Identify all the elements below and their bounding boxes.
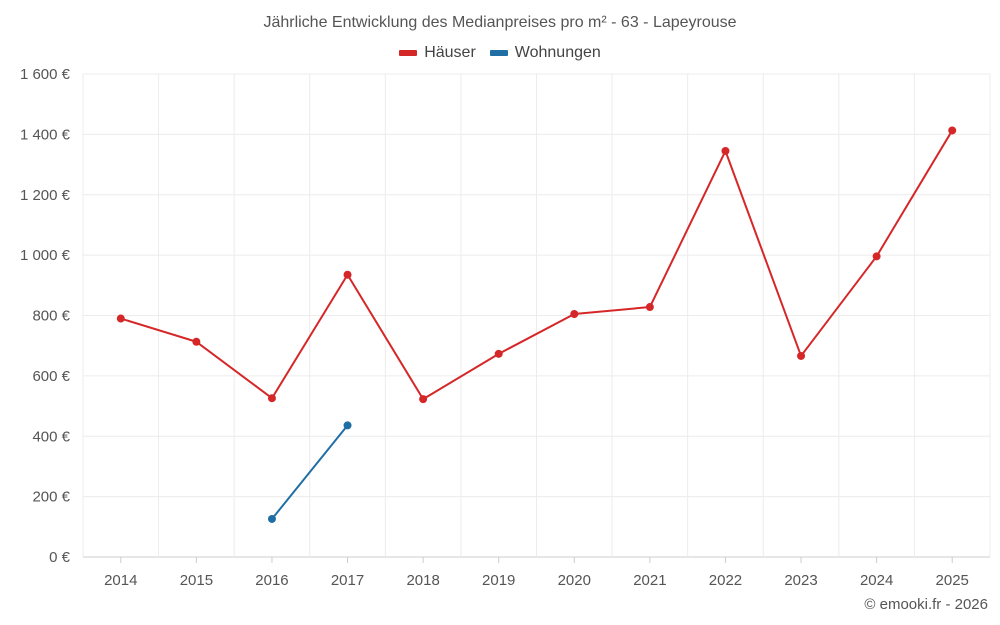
data-point-haeuser[interactable] — [872, 252, 881, 261]
legend-swatch-wohnungen — [489, 50, 508, 56]
x-tick-label: 2022 — [709, 572, 742, 589]
y-tick-label: 800 € — [32, 308, 70, 325]
y-tick-label: 1 400 € — [20, 126, 71, 143]
x-tick-label: 2021 — [633, 572, 666, 589]
data-point-wohnungen[interactable] — [267, 514, 276, 523]
x-tick-label: 2018 — [406, 572, 439, 589]
series-line-wohnungen — [271, 424, 349, 520]
legend-label-haeuser: Häuser — [424, 44, 476, 61]
legend: Häuser Wohnungen — [0, 44, 1000, 62]
y-tick-label: 200 € — [32, 489, 70, 506]
legend-label-wohnungen: Wohnungen — [514, 44, 601, 61]
series-line-haeuser — [120, 129, 954, 401]
data-point-haeuser[interactable] — [116, 314, 125, 323]
x-tick-label: 2024 — [860, 572, 893, 589]
y-tick-label: 0 € — [49, 549, 71, 566]
data-point-haeuser[interactable] — [570, 309, 579, 318]
data-point-haeuser[interactable] — [267, 394, 276, 403]
legend-item-wohnungen[interactable]: Wohnungen — [489, 44, 601, 62]
data-point-haeuser[interactable] — [192, 337, 201, 346]
data-point-haeuser[interactable] — [419, 395, 428, 404]
copyright-text: © emooki.fr - 2026 — [864, 596, 988, 613]
x-tick-label: 2016 — [255, 572, 288, 589]
x-tick-label: 2020 — [558, 572, 591, 589]
x-tick-label: 2015 — [180, 572, 213, 589]
data-point-haeuser[interactable] — [797, 351, 806, 360]
y-tick-label: 600 € — [32, 368, 70, 385]
x-tick-label: 2025 — [936, 572, 969, 589]
y-tick-label: 1 200 € — [20, 187, 71, 204]
data-point-wohnungen[interactable] — [343, 421, 352, 430]
y-tick-label: 1 600 € — [20, 66, 71, 83]
data-point-haeuser[interactable] — [645, 303, 654, 312]
data-point-haeuser[interactable] — [948, 126, 957, 135]
legend-item-haeuser[interactable]: Häuser — [399, 44, 476, 62]
chart-title: Jährliche Entwicklung des Medianpreises … — [263, 14, 737, 31]
x-tick-label: 2019 — [482, 572, 515, 589]
x-tick-label: 2017 — [331, 572, 364, 589]
x-tick-label: 2023 — [784, 572, 817, 589]
x-tick-label: 2014 — [104, 572, 137, 589]
legend-swatch-haeuser — [399, 50, 418, 56]
y-tick-label: 400 € — [32, 428, 70, 445]
data-point-haeuser[interactable] — [721, 146, 730, 155]
data-point-haeuser[interactable] — [494, 349, 503, 358]
data-point-haeuser[interactable] — [343, 270, 352, 279]
y-tick-label: 1 000 € — [20, 247, 71, 264]
